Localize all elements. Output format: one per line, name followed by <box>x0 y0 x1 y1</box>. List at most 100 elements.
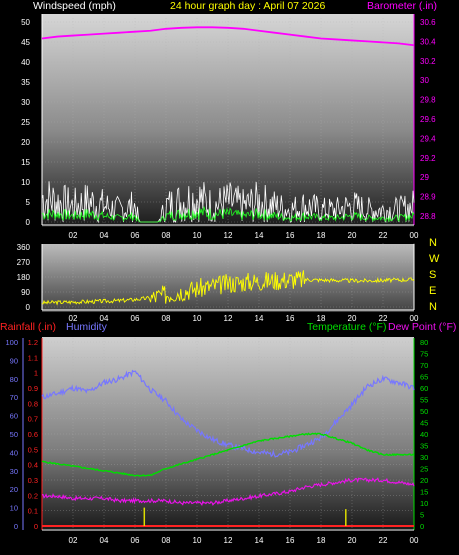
wind-xtick-label: 22 <box>379 231 388 240</box>
rainfall-ytick-label: 1.1 <box>28 353 38 362</box>
humidity-line <box>41 369 415 458</box>
barometer-ytick-label: 29.4 <box>420 134 436 143</box>
temperature-ytick-label: 65 <box>420 373 428 382</box>
humidity-ytick-label: 10 <box>10 504 18 513</box>
barometer-ytick-label: 30.6 <box>420 18 436 27</box>
wind-ytick-label: 5 <box>26 198 31 207</box>
series <box>41 26 415 527</box>
wind-xtick-label: 18 <box>317 231 326 240</box>
temp-xtick-label: 18 <box>317 536 326 545</box>
wind-ytick-label: 10 <box>21 178 30 187</box>
barometer-ytick-label: 28.9 <box>420 193 436 202</box>
temperature-line <box>41 432 415 477</box>
wind-ytick-label: 30 <box>21 98 30 107</box>
wind-xtick-label: 00 <box>410 231 419 240</box>
rainfall-ytick-label: 0.7 <box>28 415 38 424</box>
rainfall-ytick-label: 1 <box>34 369 38 378</box>
direction-xtick-label: 18 <box>317 314 326 323</box>
temp-xtick-label: 08 <box>162 536 171 545</box>
rainfall-ytick-label: 0.3 <box>28 476 38 485</box>
axes: 02 04 06 08 10 12 14 16 18 20 22 000510152025303540… <box>5 14 440 545</box>
direction-ytick-label: 90 <box>21 288 30 297</box>
compass-label: E <box>429 285 436 297</box>
wind-xtick-label: 06 <box>131 231 140 240</box>
panel2-background <box>42 244 414 312</box>
humidity-ytick-label: 0 <box>14 522 18 531</box>
direction-xtick-label: 00 <box>410 314 419 323</box>
direction-xtick-label: 10 <box>193 314 202 323</box>
barometer-line <box>41 26 415 47</box>
humidity-ytick-label: 80 <box>10 375 18 384</box>
direction-xtick-label: 06 <box>131 314 140 323</box>
wind-xtick-label: 14 <box>255 231 264 240</box>
barometer-ytick-label: 29 <box>420 173 429 182</box>
direction-ytick-label: 270 <box>17 258 31 267</box>
temperature-ytick-label: 80 <box>420 338 428 347</box>
rainfall-ytick-label: 0.6 <box>28 430 38 439</box>
temp-xtick-label: 10 <box>193 536 202 545</box>
humidity-ytick-label: 50 <box>10 430 18 439</box>
direction-xtick-label: 08 <box>162 314 171 323</box>
barometer-ytick-label: 29.2 <box>420 154 436 163</box>
temp-xtick-label: 02 <box>69 536 78 545</box>
wind-average-line <box>41 206 415 223</box>
temp-xtick-label: 20 <box>348 536 357 545</box>
barometer-ytick-label: 30 <box>420 76 429 85</box>
temp-xtick-label: 04 <box>100 536 109 545</box>
wind-ytick-label: 15 <box>21 158 30 167</box>
temperature-ytick-label: 30 <box>420 453 428 462</box>
temp-xtick-label: 00 <box>410 536 419 545</box>
rainfall-ytick-label: 0.5 <box>28 445 38 454</box>
direction-xtick-label: 22 <box>379 314 388 323</box>
temperature-ytick-label: 60 <box>420 384 428 393</box>
humidity-ytick-label: 20 <box>10 485 18 494</box>
dewpoint-axis-label: Dew Point (°F) <box>388 321 456 333</box>
humidity-ytick-label: 40 <box>10 448 18 457</box>
direction-xtick-label: 14 <box>255 314 264 323</box>
temperature-ytick-label: 35 <box>420 442 428 451</box>
barometer-ytick-label: 30.4 <box>420 37 436 46</box>
temp-xtick-label: 06 <box>131 536 140 545</box>
rainfall-axis-label: Rainfall (.in) <box>0 321 56 333</box>
compass-label: N <box>429 237 437 249</box>
wind-ytick-label: 35 <box>21 78 30 87</box>
wind-xtick-label: 04 <box>100 231 109 240</box>
temperature-ytick-label: 50 <box>420 407 428 416</box>
temperature-ytick-label: 20 <box>420 476 428 485</box>
direction-ytick-label: 360 <box>17 243 31 252</box>
wind-xtick-label: 02 <box>69 231 78 240</box>
rainfall-ytick-label: 1.2 <box>28 338 38 347</box>
rainfall-ytick-label: 0.4 <box>28 461 38 470</box>
temperature-ytick-label: 75 <box>420 350 428 359</box>
humidity-ytick-label: 70 <box>10 393 18 402</box>
rainfall-ytick-label: 0.8 <box>28 399 38 408</box>
compass-label: W <box>429 253 440 265</box>
temperature-ytick-label: 10 <box>420 499 428 508</box>
humidity-axis-label: Humidity <box>66 321 108 333</box>
temp-xtick-label: 12 <box>224 536 233 545</box>
humidity-ytick-label: 30 <box>10 467 18 476</box>
compass-label: N <box>429 301 437 313</box>
temperature-ytick-label: 55 <box>420 396 428 405</box>
barometer-ytick-label: 30.2 <box>420 57 436 66</box>
direction-xtick-label: 02 <box>69 314 78 323</box>
chart-title: 24 hour graph day : April 07 2026 <box>170 0 325 12</box>
rainfall-ytick-label: 0.1 <box>28 507 38 516</box>
direction-ytick-label: 180 <box>17 273 31 282</box>
temperature-axis-label: Temperature (°F) <box>307 321 386 333</box>
dewpoint-line <box>41 477 415 506</box>
wind-ytick-label: 25 <box>21 118 30 127</box>
temperature-ytick-label: 45 <box>420 419 428 428</box>
temperature-ytick-label: 0 <box>420 522 424 531</box>
humidity-ytick-label: 90 <box>10 356 18 365</box>
direction-ytick-label: 0 <box>26 303 31 312</box>
humidity-ytick-label: 60 <box>10 412 18 421</box>
temperature-ytick-label: 15 <box>420 488 428 497</box>
wind-xtick-label: 20 <box>348 231 357 240</box>
wind-xtick-label: 12 <box>224 231 233 240</box>
direction-xtick-label: 20 <box>348 314 357 323</box>
direction-xtick-label: 16 <box>286 314 295 323</box>
wind-ytick-label: 40 <box>21 58 30 67</box>
